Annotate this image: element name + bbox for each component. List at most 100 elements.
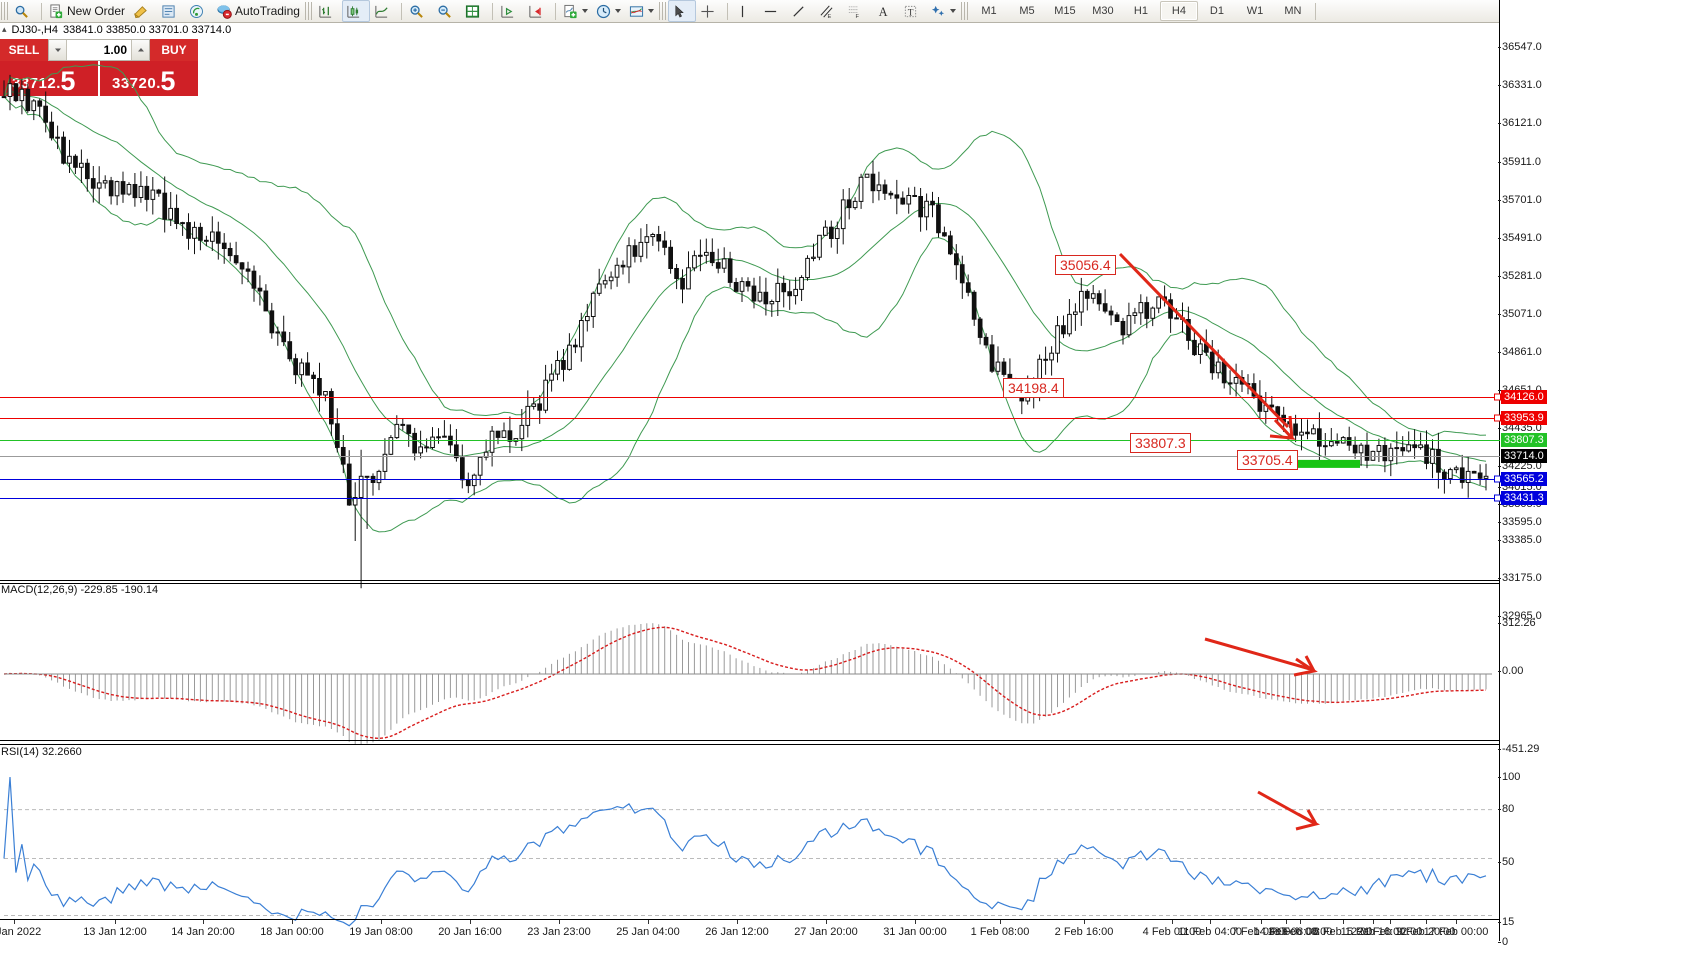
- rsi-tick-50: 50: [1497, 856, 1515, 868]
- price-line-33565-2-handle[interactable]: [1494, 475, 1501, 483]
- time-tick-mark: [1343, 920, 1344, 924]
- bollinger-middle-band: [3, 89, 1487, 462]
- equidistant-channel-icon[interactable]: E: [815, 0, 843, 22]
- timeframe-m30[interactable]: M30: [1092, 5, 1114, 17]
- data-window-icon[interactable]: [157, 0, 185, 22]
- time-tick-label: 25 Jan 04:00: [616, 926, 680, 938]
- text-label-icon[interactable]: T: [899, 0, 927, 22]
- timeframe-h1[interactable]: H1: [1133, 5, 1148, 17]
- price-tick-36547-0: 36547.0: [1498, 41, 1542, 53]
- period-dropdown-arrow[interactable]: [614, 9, 621, 13]
- price-axis[interactable]: 36547.0 36331.0 36121.0 35911.0 35701.0 35491…: [1497, 0, 1699, 948]
- time-tick-mark: [1390, 920, 1391, 924]
- timeframe-d1[interactable]: D1: [1209, 5, 1224, 17]
- price-line-34126[interactable]: [0, 397, 1500, 398]
- cursor-icon[interactable]: [667, 0, 696, 22]
- shapes-dropdown-arrow[interactable]: [949, 9, 956, 13]
- magnifier-icon[interactable]: [10, 0, 38, 22]
- timeframe-group: M1 M5 M15 M30 H1 H4 D1 W1 MN: [970, 1, 1312, 21]
- price-line-33431-3[interactable]: [0, 498, 1500, 499]
- time-tick-mark: [1210, 920, 1211, 924]
- price-line-33565-2[interactable]: [0, 479, 1500, 480]
- rsi-arrow[interactable]: [1257, 790, 1321, 831]
- time-tick-mark: [1426, 920, 1427, 924]
- time-tick-mark: [292, 920, 293, 924]
- autotrading-icon: [217, 4, 232, 19]
- sell-price-decimal: 5: [60, 65, 76, 96]
- crosshair-icon[interactable]: [696, 0, 724, 22]
- period-button[interactable]: [592, 0, 625, 22]
- signals-icon[interactable]: [185, 0, 213, 22]
- bar-chart-icon[interactable]: [314, 0, 342, 22]
- time-tick-label: 2 Jan 2022: [0, 926, 42, 938]
- price-line-34126-handle[interactable]: [1494, 393, 1501, 401]
- price-tick-34861-0: 34861.0: [1498, 346, 1542, 358]
- autotrading-button[interactable]: AutoTrading: [213, 0, 304, 22]
- ohlc-label: 33841.0 33850.0 33701.0 33714.0: [63, 23, 232, 36]
- buy-price-button[interactable]: 33720 . 5: [100, 61, 198, 96]
- annotation-34198-4[interactable]: 34198.4: [1003, 378, 1064, 398]
- volume-input[interactable]: 1.00: [67, 40, 131, 60]
- timeframe-m5[interactable]: M5: [1019, 5, 1035, 17]
- shapes-button[interactable]: [927, 0, 960, 22]
- price-line-33431-3-handle[interactable]: [1494, 494, 1501, 502]
- volume-increment-button[interactable]: [131, 40, 149, 60]
- support-zone-highlight[interactable]: [1268, 459, 1360, 468]
- volume-decrement-button[interactable]: [49, 40, 67, 60]
- price-line-33807-3[interactable]: [0, 440, 1500, 441]
- chart-canvas[interactable]: [0, 22, 1500, 963]
- macd-tick-31226: 312.26: [1498, 617, 1536, 629]
- time-tick-label: 13 Jan 12:00: [83, 926, 147, 938]
- zoom-out-icon[interactable]: [433, 0, 461, 22]
- price-line-34126-badge: 34126.0: [1501, 390, 1547, 404]
- annotation-33807-3[interactable]: 33807.3: [1130, 433, 1191, 453]
- buy-price-separator: .: [156, 75, 161, 92]
- time-tick-label: 31 Jan 00:00: [883, 926, 947, 938]
- timeframe-m15[interactable]: M15: [1054, 5, 1076, 17]
- annotation-33705-4[interactable]: 33705.4: [1237, 450, 1298, 470]
- templates-dropdown-arrow[interactable]: [647, 9, 654, 13]
- annotation-35056-4[interactable]: 35056.4: [1055, 255, 1116, 275]
- price-line-33565-2-badge: 33565.2: [1501, 472, 1547, 486]
- timeframe-h4[interactable]: H4: [1159, 1, 1198, 21]
- timeframe-m1[interactable]: M1: [981, 5, 997, 17]
- price-line-33953-9[interactable]: [0, 418, 1500, 419]
- volume-stepper[interactable]: 1.00: [48, 39, 150, 61]
- auto-scroll-icon[interactable]: [524, 0, 552, 22]
- time-tick-mark: [14, 920, 15, 924]
- line-chart-icon[interactable]: [370, 0, 398, 22]
- tile-windows-icon[interactable]: [461, 0, 489, 22]
- time-tick-label: 4 Feb 00:00: [1142, 926, 1202, 938]
- candlestick-chart-icon[interactable]: [341, 0, 370, 22]
- macd-arrow[interactable]: [1204, 637, 1318, 677]
- timeframe-w1[interactable]: W1: [1246, 5, 1264, 17]
- timeframe-mn[interactable]: MN: [1284, 5, 1302, 17]
- time-tick-mark: [826, 920, 827, 924]
- symbol-period-label: DJ30-,H4: [11, 23, 58, 36]
- horizontal-line-icon[interactable]: [759, 0, 787, 22]
- autotrading-label: AutoTrading: [235, 4, 300, 18]
- price-tick-35701-0: 35701.0: [1498, 194, 1542, 206]
- chart-shift-icon[interactable]: [496, 0, 524, 22]
- vertical-line-icon[interactable]: [731, 0, 759, 22]
- price-trendline[interactable]: [1118, 252, 1296, 440]
- sell-button[interactable]: SELL: [0, 39, 48, 61]
- new-order-button[interactable]: New Order: [45, 0, 129, 22]
- pencil-eraser-icon[interactable]: [129, 0, 157, 22]
- zoom-in-icon[interactable]: [405, 0, 433, 22]
- indicators-button[interactable]: [559, 0, 592, 22]
- new-order-icon: [49, 3, 64, 19]
- rsi-tick-15: 15: [1497, 916, 1515, 928]
- price-line-33714-0[interactable]: [0, 456, 1500, 457]
- buy-button[interactable]: BUY: [150, 39, 198, 61]
- rsi-tick-100: 100: [1497, 771, 1521, 783]
- trendline-icon[interactable]: [787, 0, 815, 22]
- templates-button[interactable]: [625, 0, 658, 22]
- indicators-dropdown-arrow[interactable]: [581, 9, 588, 13]
- price-line-33953-9-handle[interactable]: [1494, 414, 1501, 422]
- toolbar-grip[interactable]: [1, 2, 8, 20]
- price-tick-34225-0: 34225.0: [1498, 460, 1542, 472]
- fibonacci-icon[interactable]: F: [843, 0, 871, 22]
- price-tick-35281-0: 35281.0: [1498, 270, 1542, 282]
- text-icon[interactable]: A: [871, 0, 899, 22]
